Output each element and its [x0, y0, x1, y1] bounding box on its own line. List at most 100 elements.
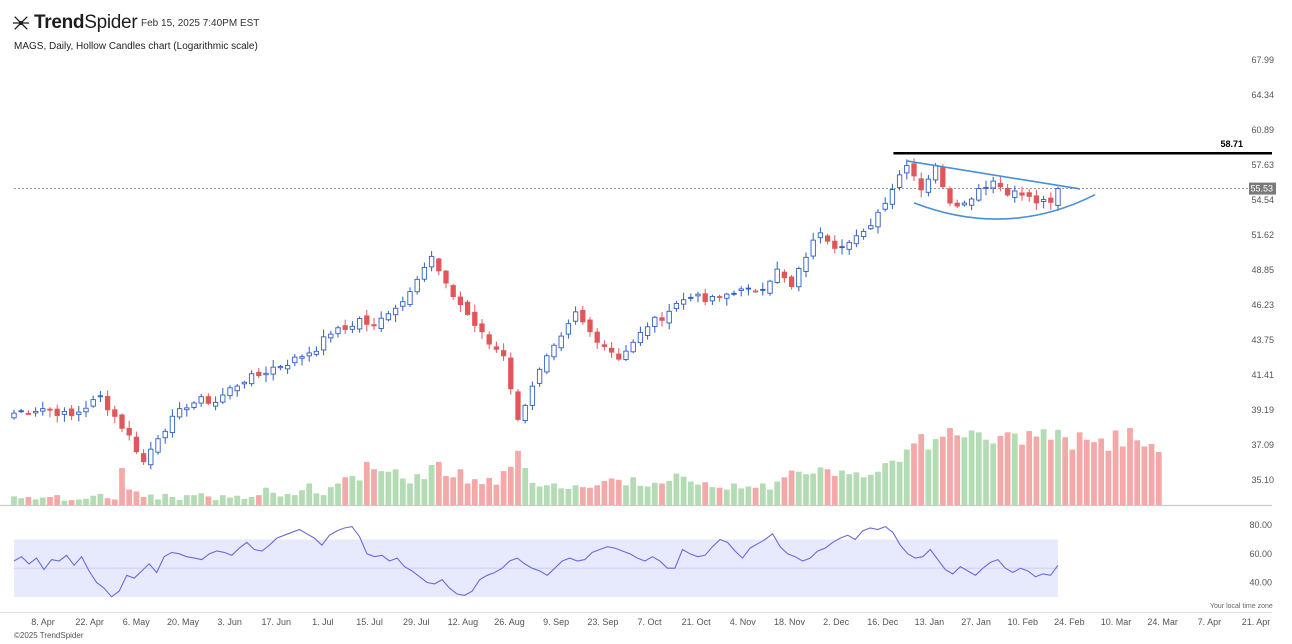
descending-trendline — [906, 160, 1081, 190]
candle — [1048, 192, 1054, 210]
volume-bar — [673, 473, 680, 505]
candle-body — [695, 293, 701, 297]
candle — [407, 287, 413, 307]
volume-bar — [191, 495, 197, 505]
candle-body — [868, 225, 874, 230]
candle-body — [774, 268, 780, 283]
candle — [990, 176, 996, 194]
candle-body — [565, 323, 572, 335]
date-tick-label: 16. Dec — [867, 617, 899, 627]
volume-bar — [774, 481, 781, 505]
candle-body — [918, 178, 924, 191]
volume-bar — [421, 479, 428, 505]
candle-body — [637, 332, 644, 344]
candle — [896, 170, 903, 191]
candle-body — [428, 255, 435, 268]
candle — [904, 159, 910, 180]
candle-body — [256, 371, 262, 376]
candle — [875, 209, 881, 234]
candle — [1040, 195, 1047, 209]
candle — [320, 329, 327, 356]
volume-bar — [1019, 444, 1025, 505]
volume-bar — [918, 434, 925, 505]
candle-body — [148, 448, 154, 466]
rsi-band — [14, 539, 1058, 597]
candle — [227, 385, 233, 400]
brand-logo[interactable]: TrendSpider — [12, 12, 138, 34]
candle-body — [436, 258, 442, 272]
date-tick-label: 23. Sep — [587, 617, 618, 627]
candle-body — [796, 268, 802, 288]
candle — [760, 282, 766, 296]
candle-body — [140, 453, 147, 463]
candle — [126, 420, 132, 441]
candle — [594, 327, 600, 350]
volume-bar — [284, 493, 291, 505]
volume-bar — [759, 483, 766, 505]
candle-body — [587, 319, 593, 333]
candle-body — [1048, 197, 1054, 203]
volume-bar — [1155, 452, 1162, 505]
candle-body — [716, 296, 723, 299]
candle — [421, 262, 428, 282]
candle — [587, 317, 593, 337]
candle-body — [947, 188, 953, 204]
volume-bar — [875, 471, 881, 505]
candle-body — [853, 235, 860, 245]
candle — [349, 321, 356, 334]
candle — [853, 229, 860, 248]
volume-bar — [558, 488, 565, 505]
candle — [616, 348, 622, 362]
volume-bar — [867, 474, 874, 505]
candle-body — [781, 271, 788, 279]
volume-bar — [687, 481, 694, 505]
candle-body — [176, 408, 183, 418]
rsi-line — [13, 525, 1059, 598]
candle-body — [212, 401, 219, 407]
candle-body — [385, 313, 392, 321]
volume-bar — [572, 485, 579, 505]
volume-bar — [162, 493, 169, 505]
candle — [601, 340, 608, 351]
volume-bar — [961, 437, 968, 505]
volume-bar — [738, 488, 745, 505]
volume-bar — [817, 467, 824, 505]
volume-bar — [695, 484, 701, 505]
candle-body — [1019, 192, 1025, 196]
candle-body — [371, 324, 377, 327]
volume-bar — [97, 493, 104, 505]
candle-body — [320, 336, 327, 351]
candle-body — [328, 333, 334, 339]
candle-body — [112, 409, 118, 417]
candle — [918, 172, 924, 198]
candle-body — [601, 344, 608, 347]
candle-body — [464, 301, 471, 315]
candle — [724, 292, 730, 306]
volume-bar — [219, 495, 226, 505]
candle-body — [954, 202, 960, 207]
candle — [1033, 189, 1040, 210]
candle — [1055, 186, 1061, 211]
candle-body — [983, 186, 989, 189]
volume-bar — [1141, 446, 1148, 505]
candle — [846, 239, 852, 255]
candle — [716, 294, 723, 302]
volume-bar — [983, 439, 989, 505]
candle — [169, 409, 176, 438]
date-tick-label: 9. Sep — [543, 617, 569, 627]
candle-body — [83, 407, 89, 413]
volume-bar — [471, 479, 478, 505]
price-tick-label: 39.19 — [1251, 405, 1274, 415]
candle — [529, 381, 536, 411]
candle — [695, 291, 701, 303]
candle — [644, 322, 651, 340]
volume-bar — [903, 449, 910, 505]
volume-bar — [975, 432, 982, 505]
cup-arc — [913, 193, 1096, 220]
candle — [832, 235, 838, 254]
volume-bar — [320, 495, 327, 505]
candle-body — [407, 291, 413, 306]
candle-body — [169, 415, 176, 434]
candle-body — [32, 410, 39, 414]
